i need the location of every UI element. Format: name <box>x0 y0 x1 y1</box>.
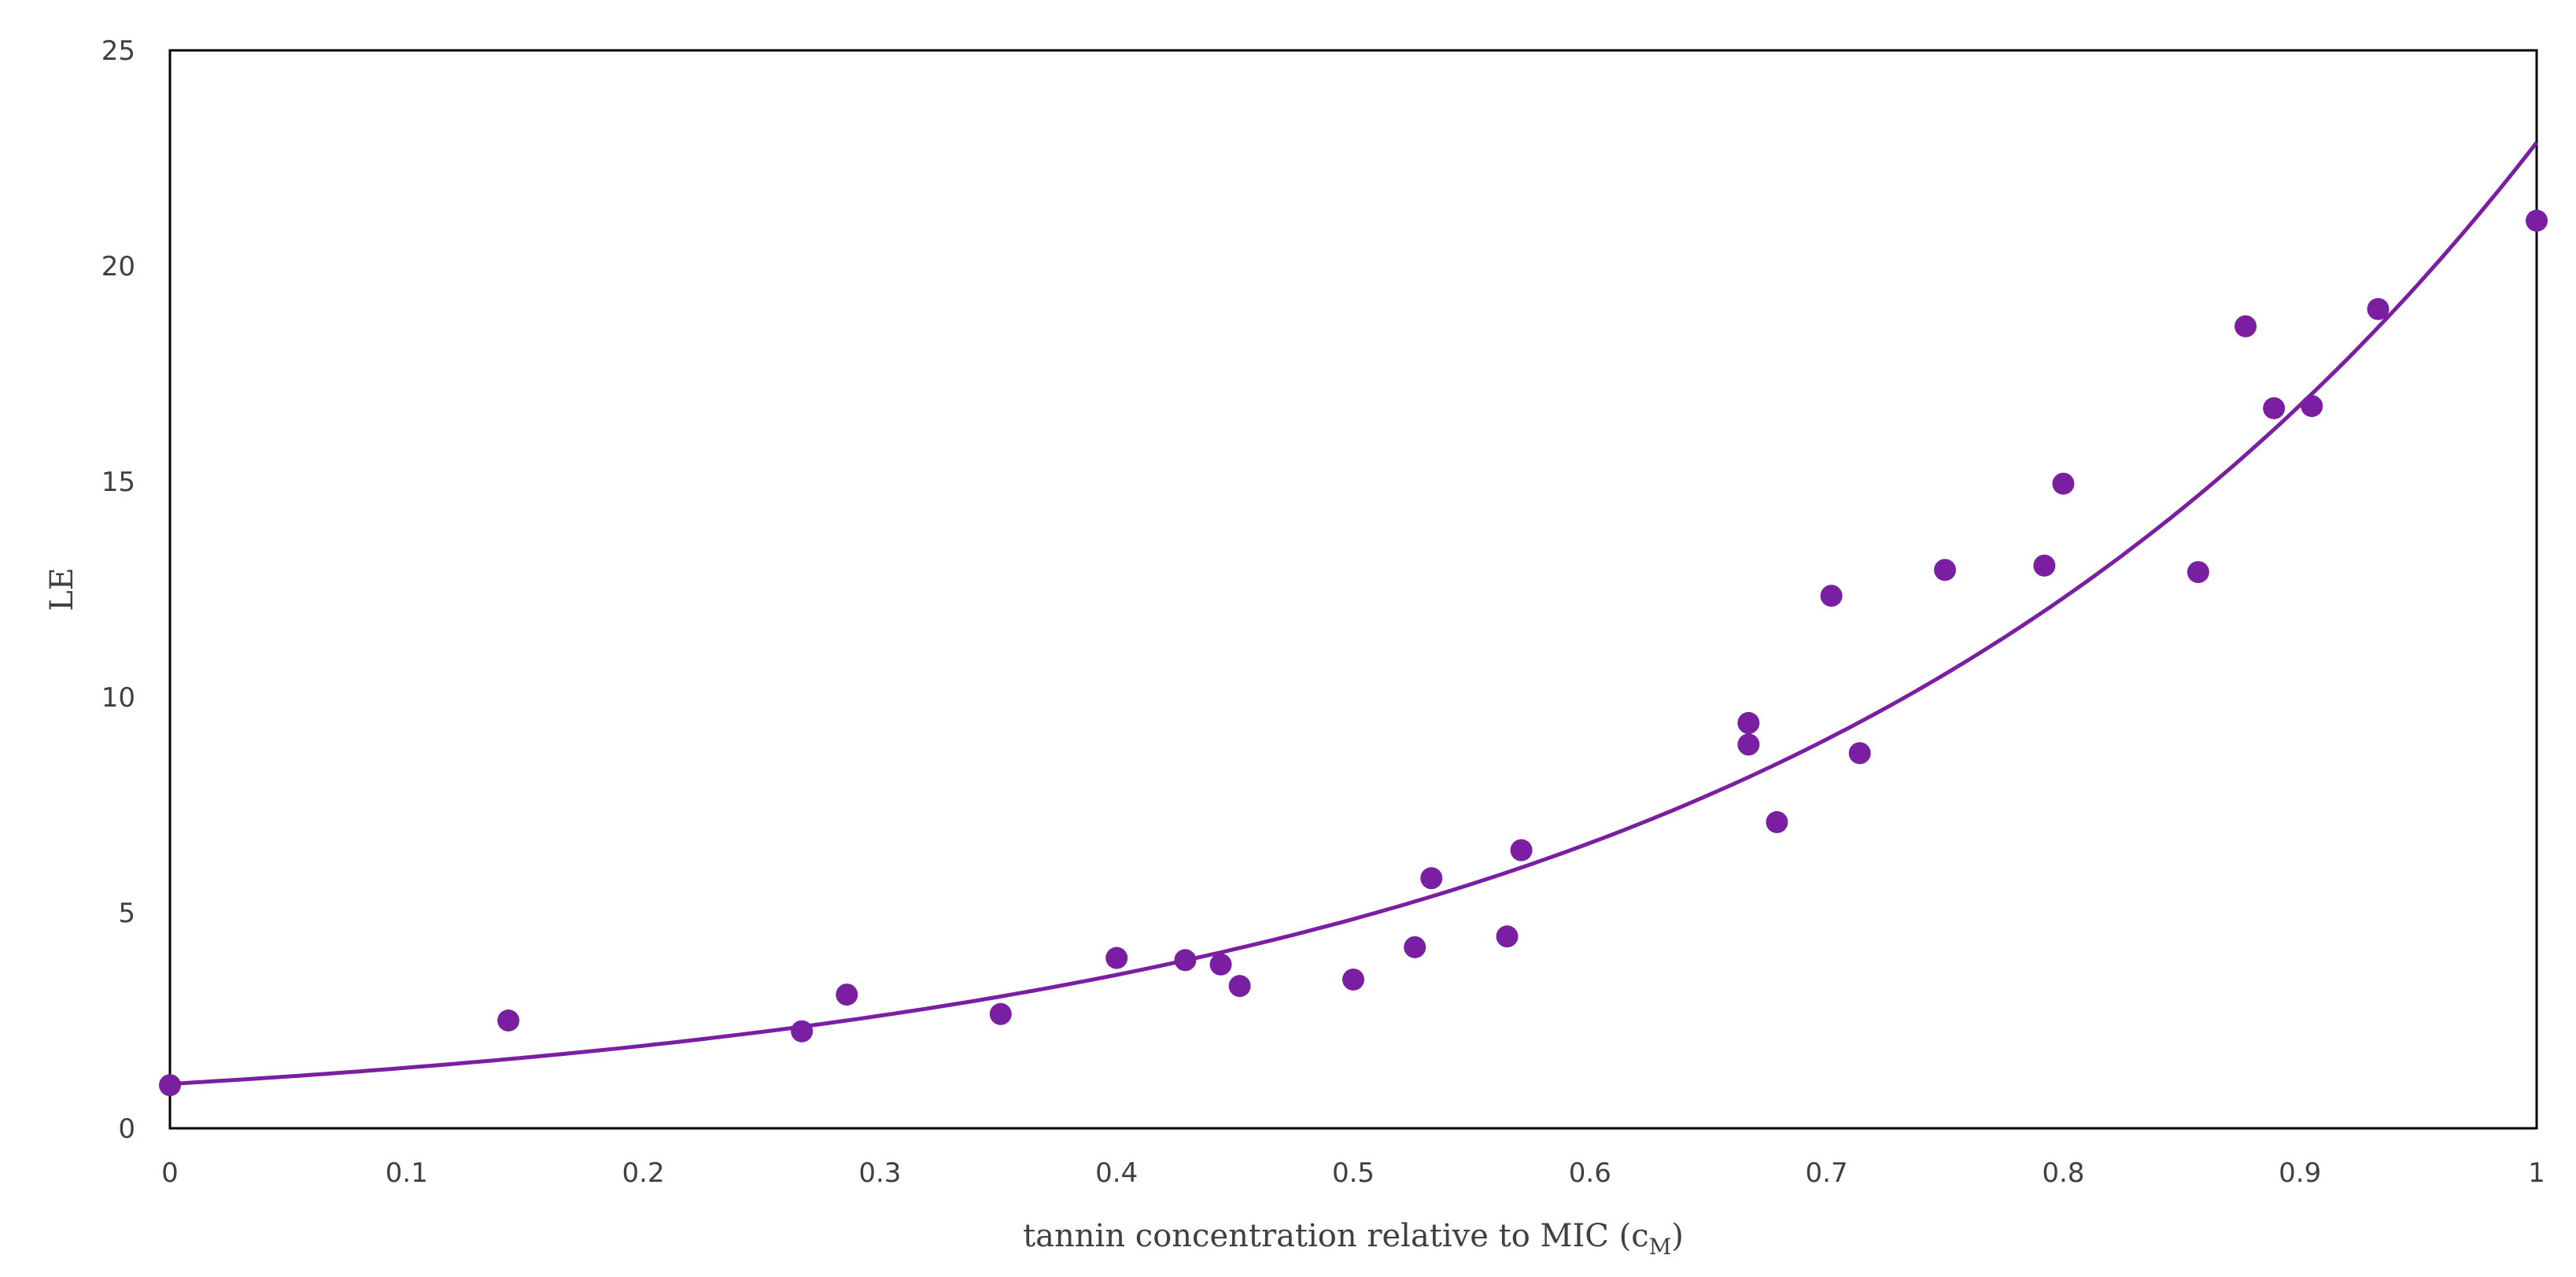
x-tick-label: 0 <box>161 1157 179 1189</box>
x-tick-label: 0.5 <box>1332 1157 1375 1189</box>
data-point <box>1737 733 1760 756</box>
data-point <box>2526 209 2548 232</box>
x-axis-title-main: tannin concentration relative to MIC (c <box>1023 1218 1649 1254</box>
x-tick-label: 1 <box>2528 1157 2545 1189</box>
data-points <box>159 209 2548 1097</box>
data-point <box>1404 936 1426 958</box>
data-point <box>791 1020 814 1043</box>
x-axis-title: tannin concentration relative to MIC (cM… <box>1023 1218 1684 1260</box>
x-tick-label: 0.3 <box>858 1157 901 1189</box>
y-tick-label: 15 <box>101 467 135 498</box>
data-point <box>1105 947 1128 969</box>
y-tick-label: 0 <box>118 1113 135 1145</box>
x-tick-labels: 0 0.1 0.2 0.3 0.4 0.5 0.6 0.7 0.8 0.9 1 <box>161 1157 2545 1189</box>
data-point <box>836 984 858 1006</box>
y-tick-label: 5 <box>118 898 135 929</box>
data-point <box>1737 711 1760 734</box>
data-point <box>1342 968 1364 991</box>
data-point <box>1420 867 1443 890</box>
data-point <box>1228 975 1251 998</box>
x-tick-label: 0.1 <box>386 1157 428 1189</box>
data-point <box>2033 554 2056 577</box>
data-point <box>1934 559 1956 581</box>
data-point <box>1766 810 1788 833</box>
data-point <box>1510 839 1533 862</box>
data-point <box>2235 315 2257 338</box>
data-point <box>1820 585 1843 607</box>
data-point <box>1209 953 1232 976</box>
x-tick-label: 0.2 <box>622 1157 665 1189</box>
data-point <box>2187 561 2209 584</box>
x-tick-label: 0.7 <box>1806 1157 1848 1189</box>
plot-area-frame <box>168 49 2538 1130</box>
x-axis-title-subscript: M <box>1649 1234 1672 1260</box>
data-point <box>159 1074 181 1097</box>
data-point <box>497 1009 520 1032</box>
x-tick-label: 0.8 <box>2042 1157 2084 1189</box>
data-point <box>1496 925 1519 948</box>
y-tick-label: 20 <box>101 251 135 282</box>
exponential-trendline <box>169 141 2538 1087</box>
y-tick-label: 25 <box>101 35 135 67</box>
y-tick-labels: 0 5 10 15 20 25 <box>101 35 135 1145</box>
y-axis-title: LE <box>44 567 80 611</box>
data-point <box>989 1002 1012 1025</box>
x-axis-title-close: ) <box>1671 1218 1684 1254</box>
x-tick-label: 0.4 <box>1095 1157 1138 1189</box>
data-point <box>2301 395 2323 418</box>
data-point <box>2052 472 2075 495</box>
x-tick-label: 0.9 <box>2279 1157 2321 1189</box>
data-point <box>1848 742 1871 765</box>
data-point <box>2367 297 2390 320</box>
y-tick-label: 10 <box>101 682 135 714</box>
data-point <box>2263 397 2286 419</box>
x-tick-label: 0.6 <box>1569 1157 1611 1189</box>
data-point <box>1174 949 1197 972</box>
